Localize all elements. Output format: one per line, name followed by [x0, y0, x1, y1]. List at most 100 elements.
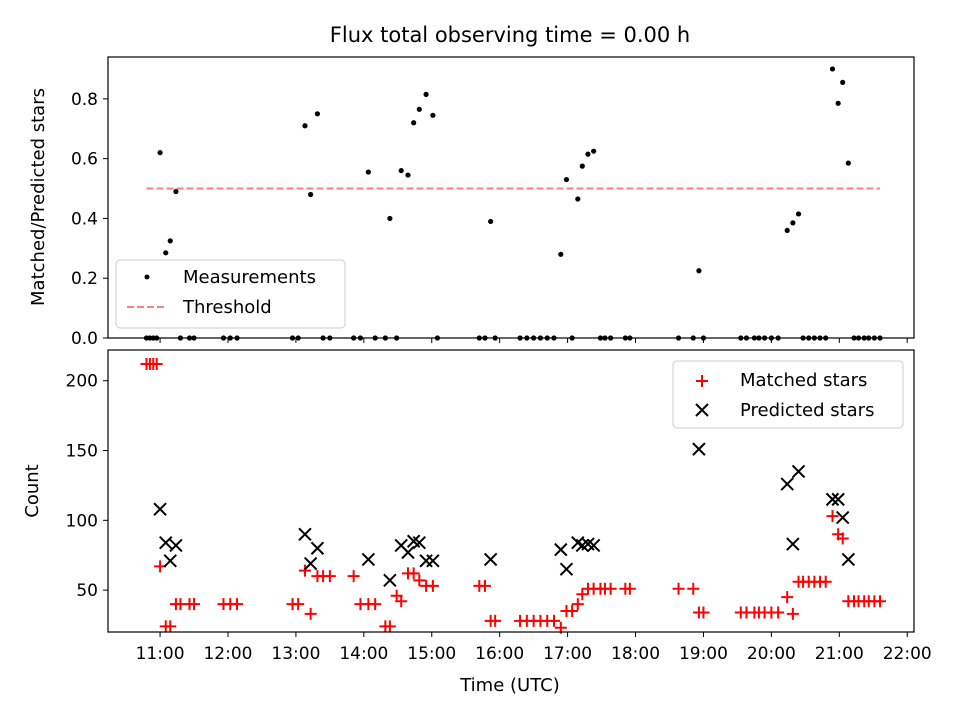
measurement-point	[430, 112, 436, 118]
matched-star-point	[786, 607, 799, 620]
ratio-plot-frame	[107, 56, 915, 339]
legend-measurements-label: Measurements	[183, 267, 316, 288]
measurement-point	[563, 176, 570, 183]
y-tick-label: 200	[66, 372, 98, 392]
x-tick-label: 18:00	[611, 644, 660, 664]
x-tick-label: 12:00	[203, 644, 252, 664]
predicted-star-point	[169, 538, 183, 553]
measurement-points	[143, 66, 883, 341]
matched-star-point	[231, 598, 244, 611]
predicted-star-point	[303, 556, 318, 571]
matched-star-point	[672, 582, 685, 595]
matched-star-point	[407, 567, 420, 580]
measurement-point	[790, 220, 796, 226]
predicted-star-point	[361, 552, 376, 567]
measurement-point	[845, 160, 851, 166]
count-x-axis: 11:00 12:00 13:00 14:00 15:00 16:00 17:00 18:00…	[136, 632, 932, 664]
x-axis-label: Time (UTC)	[459, 675, 560, 696]
matched-star-point	[164, 620, 177, 633]
predicted-star-point	[401, 545, 415, 560]
legend-predicted-marker	[695, 403, 709, 417]
matched-star-point	[478, 579, 491, 592]
ratio-legend: Measurements Threshold	[115, 259, 346, 329]
matched-star-point	[836, 532, 849, 545]
predicted-star-point	[426, 554, 440, 568]
chart-title: Flux total observing time = 0.00 h	[330, 23, 690, 47]
count-panel: 11:00 12:00 13:00 14:00 15:00 16:00 17:00 18:00…	[22, 349, 932, 696]
predicted-star-point	[835, 510, 850, 525]
measurement-point	[387, 215, 393, 222]
matched-star-point	[819, 575, 832, 588]
legend-matched-label: Matched stars	[740, 370, 867, 391]
measurement-point	[314, 111, 321, 117]
matched-star-point	[395, 595, 408, 608]
measurement-point	[365, 169, 371, 175]
count-legend-box	[672, 360, 904, 429]
legend-predicted-label: Predicted stars	[740, 400, 874, 421]
measurement-point	[585, 151, 591, 157]
count-y-axis: 50 100 150 200	[66, 372, 108, 601]
ratio-legend-box	[115, 259, 346, 329]
measurement-point	[696, 268, 702, 274]
y-tick-label: 0.6	[71, 150, 98, 170]
matched-star-point	[687, 582, 700, 595]
predicted-star-point	[298, 527, 312, 541]
measurement-point	[398, 167, 404, 174]
measurement-point	[591, 148, 597, 154]
legend-threshold-label: Threshold	[182, 297, 272, 318]
matched-star-point	[292, 598, 305, 611]
ratio-x-axis	[159, 338, 908, 343]
count-points	[140, 357, 887, 634]
measurement-point	[405, 172, 411, 178]
matched-star-point	[298, 564, 311, 577]
matched-star-point	[323, 570, 336, 583]
x-tick-label: 19:00	[679, 644, 728, 664]
predicted-star-point	[163, 554, 177, 568]
x-tick-label: 13:00	[271, 644, 320, 664]
y-tick-label: 0.8	[71, 90, 98, 110]
predicted-star-point	[841, 552, 856, 567]
measurement-point	[157, 150, 163, 156]
y-tick-label: 100	[66, 511, 98, 531]
x-tick-label: 14:00	[339, 644, 388, 664]
measurement-point	[308, 191, 314, 198]
count-plot-frame	[107, 349, 915, 633]
measurement-point	[558, 251, 564, 257]
measurement-point	[795, 211, 802, 217]
matched-star-point	[304, 607, 317, 620]
y-tick-label: 0.0	[71, 329, 98, 349]
measurement-point	[302, 123, 308, 129]
predicted-star-point	[554, 542, 568, 557]
matched-star-point	[426, 579, 439, 592]
measurement-point	[173, 188, 179, 195]
measurement-point	[784, 227, 790, 233]
predicted-star-point	[831, 492, 845, 507]
matched-star-point	[548, 614, 561, 627]
x-tick-label: 20:00	[747, 644, 796, 664]
count-legend: Matched stars Predicted stars	[672, 360, 904, 429]
matched-star-point	[383, 620, 396, 633]
x-tick-label: 15:00	[407, 644, 456, 664]
predicted-star-point	[692, 442, 706, 456]
measurement-point	[835, 100, 841, 106]
y-tick-label: 0.4	[71, 209, 98, 229]
matched-star-point	[697, 606, 710, 619]
matched-star-point	[188, 598, 201, 611]
y-tick-label: 150	[66, 442, 98, 462]
x-tick-label: 22:00	[883, 644, 932, 664]
predicted-star-point	[559, 562, 574, 576]
y-tick-label: 50	[76, 581, 98, 601]
matched-star-point	[623, 582, 636, 595]
predicted-star-point	[159, 535, 173, 550]
x-tick-label: 11:00	[136, 644, 185, 664]
measurement-point	[167, 238, 173, 244]
predicted-star-point	[791, 464, 806, 479]
matched-star-point	[874, 595, 887, 608]
matched-star-point	[347, 570, 360, 583]
measurement-point	[416, 106, 422, 112]
matched-star-point	[576, 588, 589, 601]
measurement-point	[488, 218, 494, 225]
matched-star-point	[369, 598, 382, 611]
